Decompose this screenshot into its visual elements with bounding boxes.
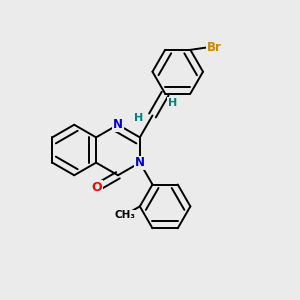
Text: H: H [134, 113, 144, 123]
Text: CH₃: CH₃ [114, 210, 135, 220]
Text: Br: Br [206, 41, 221, 54]
Text: H: H [168, 98, 177, 107]
Text: N: N [135, 156, 145, 169]
Text: O: O [92, 181, 103, 194]
Text: N: N [113, 118, 123, 131]
